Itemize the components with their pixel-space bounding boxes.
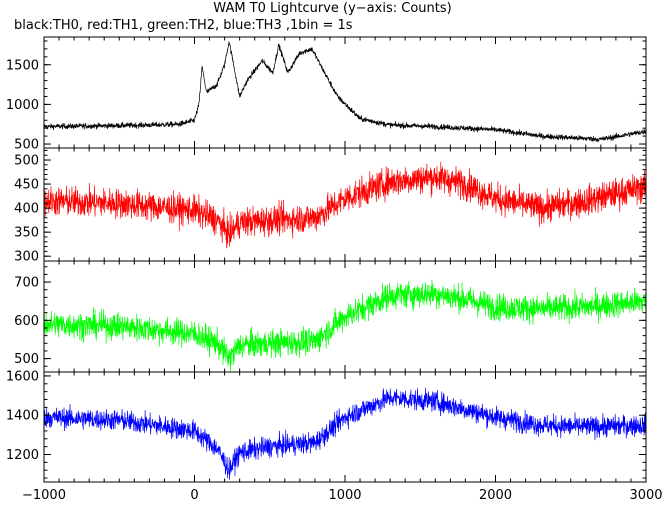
y-tick-label: 450 <box>14 178 39 193</box>
y-tick-label: 500 <box>14 138 39 153</box>
y-tick-label: 1500 <box>6 58 39 73</box>
panel-frame-0 <box>43 36 647 149</box>
y-tick-label: 600 <box>14 314 39 329</box>
y-tick-label: 1200 <box>6 448 39 463</box>
y-tick-label: 700 <box>14 276 39 291</box>
y-tick-label: 500 <box>14 352 39 367</box>
chart-subtitle: black:TH0, red:TH1, green:TH2, blue:TH3 … <box>14 18 353 33</box>
x-tick-label: 2000 <box>479 488 512 503</box>
series-line-th0 <box>44 41 646 142</box>
x-tick-label: 3000 <box>629 488 662 503</box>
y-tick-label: 300 <box>14 250 39 265</box>
x-tick-label: −1000 <box>22 488 66 503</box>
y-tick-label: 1000 <box>6 98 39 113</box>
x-tick-label: 1000 <box>328 488 361 503</box>
series-line-th2 <box>44 279 646 372</box>
series-line-th1 <box>44 161 646 249</box>
series-line-th3 <box>44 387 646 480</box>
y-tick-label: 500 <box>14 154 39 169</box>
y-tick-label: 1600 <box>6 369 39 384</box>
y-tick-label: 350 <box>14 226 39 241</box>
x-tick-label: 0 <box>190 488 198 503</box>
chart-title: WAM T0 Lightcurve (y−axis: Counts) <box>213 1 452 16</box>
y-tick-label: 400 <box>14 202 39 217</box>
y-tick-label: 1400 <box>6 409 39 424</box>
